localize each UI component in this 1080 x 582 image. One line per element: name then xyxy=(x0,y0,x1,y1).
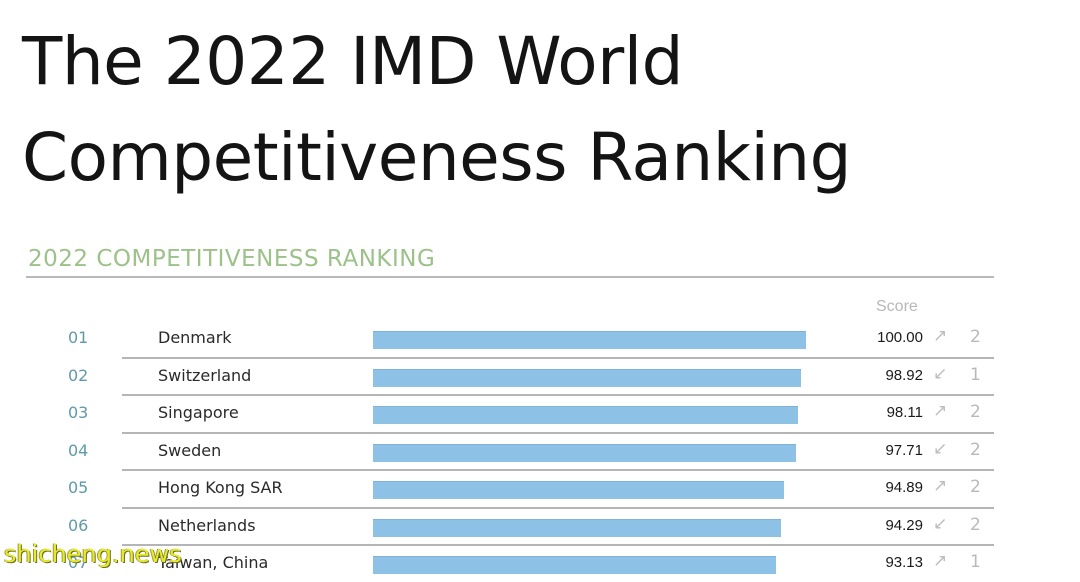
score-bar xyxy=(373,443,797,462)
row-divider xyxy=(122,469,994,471)
score-value: 93.13 xyxy=(885,554,923,571)
rank-label: 06 xyxy=(68,515,89,535)
rank-label: 05 xyxy=(68,478,89,497)
headline-line-1: The 2022 IMD World xyxy=(22,23,684,100)
row-divider xyxy=(122,356,994,359)
chart-row: 04 Sweden 97.71 ↙ 2 xyxy=(0,433,1080,470)
country-label: Taiwan, China xyxy=(158,553,269,572)
score-column-header: Score xyxy=(876,298,918,315)
trend-up-icon: ↗ xyxy=(933,326,948,346)
country-label: Sweden xyxy=(158,440,222,460)
row-divider xyxy=(122,544,994,546)
score-bar xyxy=(373,481,784,499)
row-divider xyxy=(122,431,994,434)
country-label: Denmark xyxy=(158,328,232,347)
rank-change-value: 2 xyxy=(970,477,981,497)
chart-title: 2022 COMPETITIVENESS RANKING xyxy=(28,246,436,272)
score-value: 94.29 xyxy=(885,516,923,534)
chart-row: 02 Switzerland 98.92 ↙ 1 xyxy=(0,358,1080,395)
chart-row: 06 Netherlands 94.29 ↙ 2 xyxy=(0,508,1080,545)
score-bar xyxy=(373,518,782,537)
trend-up-icon: ↗ xyxy=(933,401,948,421)
title-rule xyxy=(26,276,994,278)
headline-line-2: Competitiveness Ranking xyxy=(22,119,852,196)
score-value: 98.92 xyxy=(885,366,923,384)
trend-down-icon: ↙ xyxy=(933,363,948,384)
score-bar xyxy=(373,406,798,424)
country-label: Singapore xyxy=(158,403,239,422)
chart-row: 03 Singapore 98.11 ↗ 2 xyxy=(0,395,1080,432)
score-bar xyxy=(373,331,806,349)
country-label: Hong Kong SAR xyxy=(158,478,283,497)
trend-up-icon: ↗ xyxy=(933,476,948,496)
trend-down-icon: ↙ xyxy=(933,513,948,534)
rank-label: 02 xyxy=(68,365,89,385)
page-headline: The 2022 IMD World Competitiveness Ranki… xyxy=(22,14,1062,206)
score-bar xyxy=(373,556,777,574)
row-divider xyxy=(122,394,994,396)
trend-down-icon: ↙ xyxy=(933,438,948,459)
score-value: 94.89 xyxy=(885,479,923,496)
score-bar xyxy=(373,368,802,387)
trend-up-icon: ↗ xyxy=(933,551,948,571)
rank-change-value: 2 xyxy=(970,402,981,422)
chart-row: 07 Taiwan, China 93.13 ↗ 1 xyxy=(0,545,1080,582)
rank-change-value: 2 xyxy=(970,514,981,535)
rank-label: 07 xyxy=(68,553,89,572)
country-label: Netherlands xyxy=(158,515,256,535)
row-divider xyxy=(122,506,994,509)
chart-row: 05 Hong Kong SAR 94.89 ↗ 2 xyxy=(0,470,1080,507)
rank-change-value: 2 xyxy=(970,439,981,460)
rank-change-value: 1 xyxy=(970,364,981,385)
watermark: shicheng.news xyxy=(4,540,182,568)
rank-change-value: 2 xyxy=(970,327,981,347)
rank-label: 01 xyxy=(68,328,89,347)
chart-row: 01 Denmark 100.00 ↗ 2 xyxy=(0,320,1080,357)
score-value: 100.00 xyxy=(877,329,923,346)
country-label: Switzerland xyxy=(158,365,252,385)
rank-change-value: 1 xyxy=(970,552,981,572)
score-value: 97.71 xyxy=(885,441,923,459)
rank-label: 04 xyxy=(68,440,89,460)
score-value: 98.11 xyxy=(886,404,923,421)
rank-label: 03 xyxy=(68,403,89,422)
